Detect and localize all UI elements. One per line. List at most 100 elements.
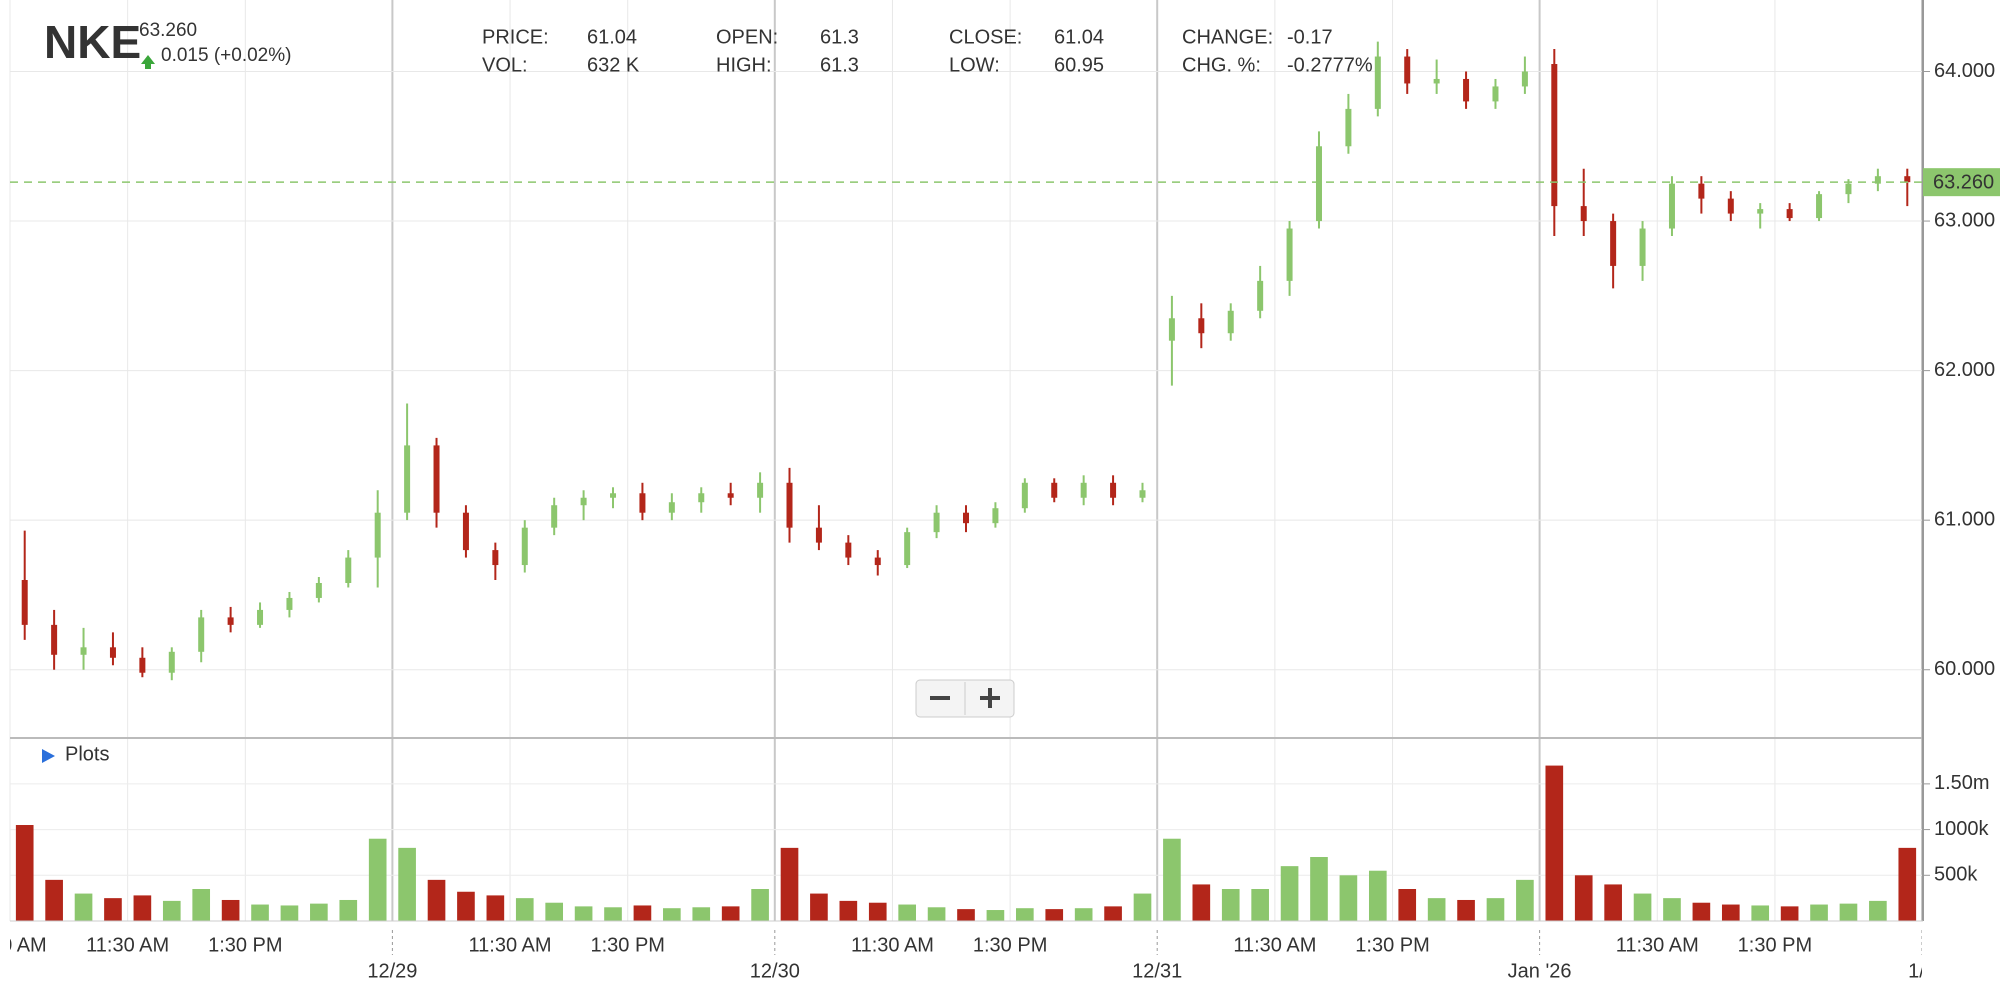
volume-bar [1869,900,1887,921]
ohlc-body [1051,482,1058,498]
last-price-tag-label: 63.260 [1933,171,1994,193]
ohlc-body [198,617,205,652]
ohlc-body [51,624,58,655]
ohlc-body [433,445,440,513]
volume-bar [1839,903,1858,921]
stat-label: CHG. %: [1182,54,1261,76]
y-tick-label: 62.000 [1934,359,1995,381]
volume-bar [692,907,711,921]
zoom-out[interactable] [930,696,950,700]
volume-bar [721,906,740,921]
volume-bar [1016,908,1034,921]
volume-bar [1427,898,1446,921]
ohlc-body [639,493,646,513]
ohlc-body [1580,206,1587,222]
ohlc-body [521,527,528,566]
ohlc-body [168,651,175,673]
symbol: NKE [44,16,141,68]
ohlc-body [462,512,469,551]
ohlc-body [1463,78,1470,102]
volume-bar [486,895,505,921]
ohlc-body [933,512,940,533]
x-tick-label: 1:30 PM [973,934,1047,956]
stat-value: 61.3 [820,54,859,76]
stat-label: PRICE: [482,26,549,48]
y-tick-label: 60.000 [1934,658,1995,680]
ohlc-body [80,647,87,655]
zoom-controls[interactable] [915,679,1015,718]
y-tick-label: 64.000 [1934,60,1995,82]
ohlc-body [1080,482,1087,498]
up-arrow [141,55,155,69]
volume-bar [1368,870,1387,921]
ohlc-body [580,497,587,506]
volume-bar [515,898,534,921]
ohlc-body [551,505,558,528]
ohlc-body [698,493,705,503]
volume-bar [663,908,681,921]
stat-value: 61.3 [820,26,859,48]
stat-label: OPEN: [716,26,778,48]
volume-bar [604,907,622,921]
ohlc-body [1433,78,1440,84]
volume-bar [1633,893,1652,921]
ohlc-body [1845,183,1852,195]
volume-bar [1074,908,1093,921]
x-tick-label: 11:30 AM [1233,934,1316,956]
volume-bar [1221,889,1240,921]
date-label: Jan '26 [1508,960,1572,982]
volume-bar [1721,904,1740,921]
ohlc-body [1315,146,1322,222]
ohlc-body [1198,318,1205,334]
x-tick-label: 1:30 PM [1738,934,1812,956]
ohlc-body [492,550,499,566]
ohlc-body [1492,86,1499,102]
ohlc-body [1286,228,1293,281]
ohlc-body [109,647,116,658]
ohlc-body [1345,108,1352,147]
ohlc-body [315,582,322,598]
volume-bar [574,906,593,921]
y-tick-label: 1000k [1934,818,1989,840]
volume-bar [1457,899,1475,921]
volume-bar [310,903,328,921]
ohlc-body [1727,198,1734,214]
volume-bar [1133,893,1152,921]
volume-bar [339,899,358,921]
ohlc-body [404,445,411,513]
ohlc-body [668,502,675,513]
x-tick-label: 11:30 AM [1616,934,1699,956]
volume-bar [1163,838,1181,921]
ohlc-body [286,597,293,610]
volume-bar [162,900,181,921]
ohlc-body [845,542,852,558]
stat-value: -0.17 [1287,26,1333,48]
zoom-in-bar[interactable] [988,688,992,708]
plots-label[interactable]: Plots [65,743,109,765]
ohlc-body [727,493,734,498]
volume-bar [1045,909,1064,921]
y-tick-label: 500k [1934,864,1978,886]
ohlc-body [757,482,764,498]
price-change: 0.015 (+0.02%) [161,45,291,66]
ohlc-body [1904,176,1911,183]
ohlc-body [1610,221,1617,266]
stat-label: CHANGE: [1182,26,1273,48]
volume-bar [1810,904,1828,921]
ohlc-body [1139,490,1146,498]
plots-toggle[interactable] [42,749,55,763]
volume-bar [839,900,858,921]
volume-bar [898,904,916,921]
ohlc-body [1816,194,1823,219]
ohlc-body [992,508,999,524]
x-tick-label: 11:30 AM [86,934,169,956]
volume-bar [74,893,93,921]
volume-bar [1192,884,1211,921]
date-label: 12/31 [1132,960,1182,982]
volume-bar [780,847,799,921]
ohlc-body [874,557,881,566]
stat-label: LOW: [949,54,1000,76]
volume-bar [427,879,446,921]
ohlc-body [1698,183,1705,199]
